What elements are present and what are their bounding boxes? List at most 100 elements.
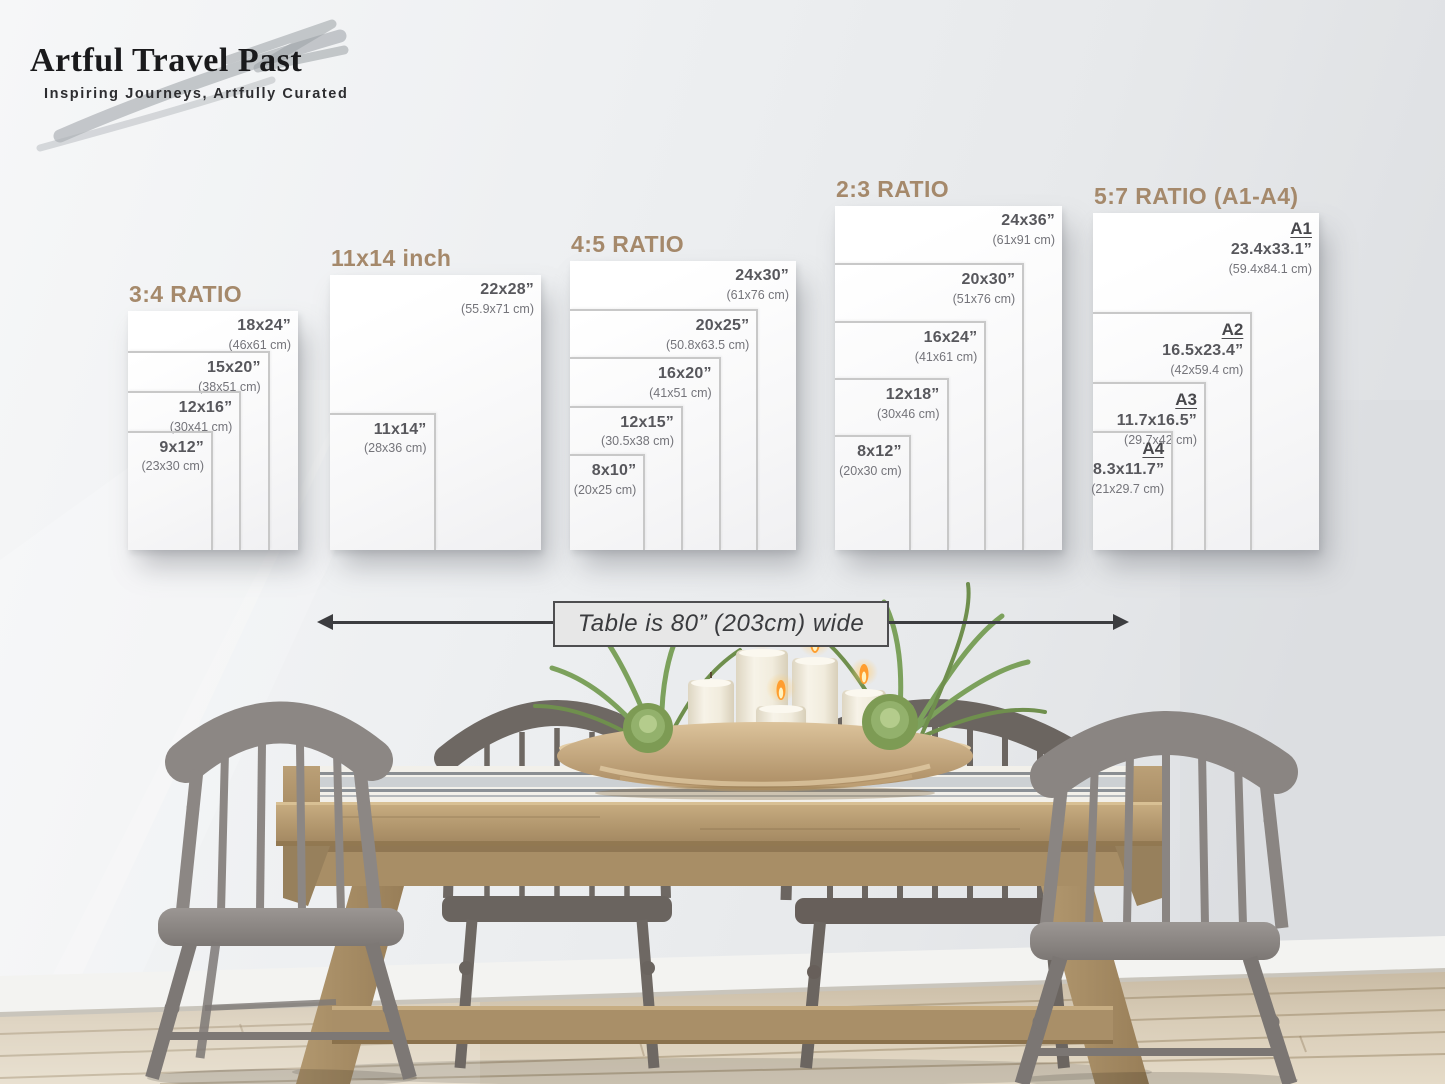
panel-2-3-ratio: 2:3 RATIO 24x36” (61x91 cm) 20x30” (51x76 cm… — [835, 177, 1062, 550]
size-label: A2 16.5x23.4” (42x59.4 cm) — [1162, 319, 1243, 378]
panel-4-5-ratio: 4:5 RATIO 24x30” (61x76 cm) 20x25” (50.8x63.… — [570, 232, 796, 550]
size-inches: 20x30” — [961, 271, 1016, 289]
size-inches: 18x24” — [237, 317, 291, 335]
poster-frame: 18x24” (46x61 cm) 15x20” (38x51 cm) 12x16” (3… — [128, 311, 298, 550]
panel-5-7-ratio: 5:7 RATIO (A1-A4) A1 23.4x33.1” (59.4x84.1 … — [1091, 183, 1319, 550]
size-metric: (50.8x63.5 cm) — [665, 338, 750, 353]
poster-frame: A1 23.4x33.1” (59.4x84.1 cm) A2 16.5x23.4” (4… — [1091, 213, 1319, 550]
size-metric: (23x30 cm) — [141, 459, 204, 474]
size-metric: (51x76 cm) — [952, 292, 1016, 307]
poster-frame: 22x28” (55.9x71 cm) 11x14” (28x36 cm) — [330, 275, 541, 550]
succulents — [623, 694, 918, 753]
size-rect-9x12: 9x12” (23x30 cm) — [128, 430, 213, 550]
size-metric: (41x61 cm) — [914, 349, 978, 364]
size-inches: 15x20” — [206, 358, 261, 376]
size-rect-16x24: 16x24” (41x61 cm) — [835, 320, 987, 550]
size-label: 20x25” (50.8x63.5 cm) — [666, 316, 749, 353]
panel-3-4-ratio: 3:4 RATIO 18x24” (46x61 cm) 15x20” (38x51 cm… — [128, 282, 298, 550]
size-rect-11x14: 11x14” (28x36 cm) — [330, 412, 436, 550]
size-inches: 16.5x23.4” — [1162, 341, 1244, 359]
front-left-chair — [145, 701, 417, 1084]
paper-size-name: A3 — [1175, 390, 1197, 410]
size-metric: (20x25 cm) — [573, 482, 637, 497]
paper-size-name: A4 — [1142, 438, 1165, 458]
size-label: 16x24” (41x61 cm) — [915, 328, 978, 365]
size-label: 12x16” (30x41 cm) — [170, 398, 233, 435]
size-rect-8x10: 8x10” (20x25 cm) — [570, 453, 646, 550]
size-inches: 8x12” — [857, 443, 902, 461]
size-metric: (59.4x84.1 cm) — [1228, 262, 1312, 277]
size-rect-12x18: 12x18” (30x46 cm) — [835, 378, 949, 550]
size-label: 12x18” (30x46 cm) — [877, 385, 940, 422]
size-label: A4 8.3x11.7” (21x29.7 cm) — [1091, 438, 1164, 497]
size-rect-16.5x23.4: A2 16.5x23.4” (42x59.4 cm) — [1093, 311, 1253, 550]
size-inches: 23.4x33.1” — [1230, 241, 1312, 259]
panel-11x14-inch: 11x14 inch 22x28” (55.9x71 cm) 11x14” (28x36… — [330, 246, 541, 550]
size-metric: (42x59.4 cm) — [1170, 362, 1244, 377]
brand-logo: Artful Travel Past Inspiring Journeys, A… — [30, 19, 370, 152]
size-inches: 24x30” — [735, 267, 789, 285]
size-label: 15x20” (38x51 cm) — [198, 358, 261, 395]
size-label: 12x15” (30.5x38 cm) — [601, 413, 674, 450]
size-metric: (30.5x38 cm) — [601, 434, 674, 449]
size-metric: (61x91 cm) — [992, 232, 1055, 247]
size-metric: (20x30 cm) — [839, 464, 902, 479]
table-shadow — [292, 1058, 1152, 1084]
size-metric: (46x61 cm) — [228, 337, 291, 352]
size-inches: 9x12” — [159, 438, 204, 456]
panel-heading: 3:4 RATIO — [129, 281, 243, 307]
size-metric: (30x46 cm) — [876, 406, 940, 421]
size-metric: (38x51 cm) — [198, 379, 261, 394]
size-label: A3 11.7x16.5” (29.7x42 cm) — [1117, 389, 1197, 448]
front-right-chair — [1014, 711, 1298, 1084]
size-metric: (29.7x42 cm) — [1124, 432, 1197, 447]
size-inches: 11x14” — [373, 420, 427, 438]
size-rect-8x12: 8x12” (20x30 cm) — [835, 435, 911, 550]
panel-heading: 11x14 inch — [331, 245, 452, 271]
poster-frame: 24x36” (61x91 cm) 20x30” (51x76 cm) 16x24” (4… — [835, 206, 1062, 550]
size-inches: 22x28” — [480, 281, 534, 299]
size-label: 22x28” (55.9x71 cm) — [461, 280, 534, 317]
brand-name: Artful Travel Past — [30, 42, 303, 79]
size-rect-8.3x11.7: A4 8.3x11.7” (21x29.7 cm) — [1091, 430, 1174, 550]
brand-tagline: Inspiring Journeys, Artfully Curated — [44, 86, 349, 102]
size-inches: 16x20” — [657, 365, 712, 383]
size-inches: 16x24” — [923, 328, 978, 346]
panel-heading: 4:5 RATIO — [571, 231, 685, 257]
size-inches: 20x25” — [695, 317, 750, 335]
size-label: 24x36” (61x91 cm) — [992, 211, 1055, 248]
size-label: 9x12” (23x30 cm) — [141, 438, 204, 475]
size-label: 11x14” (28x36 cm) — [364, 420, 427, 457]
size-metric: (61x76 cm) — [726, 287, 789, 302]
size-label: 18x24” (46x61 cm) — [228, 316, 291, 353]
size-label: 16x20” (41x51 cm) — [649, 364, 712, 401]
size-rect-15x20: 15x20” (38x51 cm) — [128, 350, 270, 550]
size-rect-20x25: 20x25” (50.8x63.5 cm) — [570, 309, 759, 550]
size-metric: (21x29.7 cm) — [1091, 481, 1165, 496]
size-metric: (30x41 cm) — [169, 419, 233, 434]
poster-frame: 24x30” (61x76 cm) 20x25” (50.8x63.5 cm) 16x2… — [570, 261, 796, 550]
size-rect-20x30: 20x30” (51x76 cm) — [835, 263, 1025, 550]
size-metric: (28x36 cm) — [363, 441, 427, 456]
centerpiece — [533, 582, 1047, 800]
size-inches: 8.3x11.7” — [1092, 461, 1165, 479]
size-inches: 12x18” — [885, 386, 940, 404]
size-rect-11.7x16.5: A3 11.7x16.5” (29.7x42 cm) — [1093, 382, 1206, 550]
size-inches: 8x10” — [591, 461, 637, 479]
size-rect-12x16: 12x16” (30x41 cm) — [128, 390, 242, 550]
panel-heading: 2:3 RATIO — [836, 176, 950, 202]
size-inches: 12x15” — [620, 413, 674, 431]
size-label: A1 23.4x33.1” (59.4x84.1 cm) — [1229, 218, 1312, 277]
size-rect-16x20: 16x20” (41x51 cm) — [570, 357, 721, 550]
size-rect-12x15: 12x15” (30.5x38 cm) — [570, 405, 683, 550]
size-inches: 11.7x16.5” — [1116, 412, 1197, 430]
size-label: 8x12” (20x30 cm) — [839, 442, 902, 479]
paper-size-name: A1 — [1290, 219, 1312, 239]
paper-size-name: A2 — [1221, 319, 1244, 339]
size-label: 8x10” (20x25 cm) — [574, 461, 637, 498]
size-inches: 24x36” — [1001, 212, 1055, 230]
panel-heading: 5:7 RATIO (A1-A4) — [1094, 183, 1299, 209]
brush-stroke-icon — [36, 19, 349, 152]
